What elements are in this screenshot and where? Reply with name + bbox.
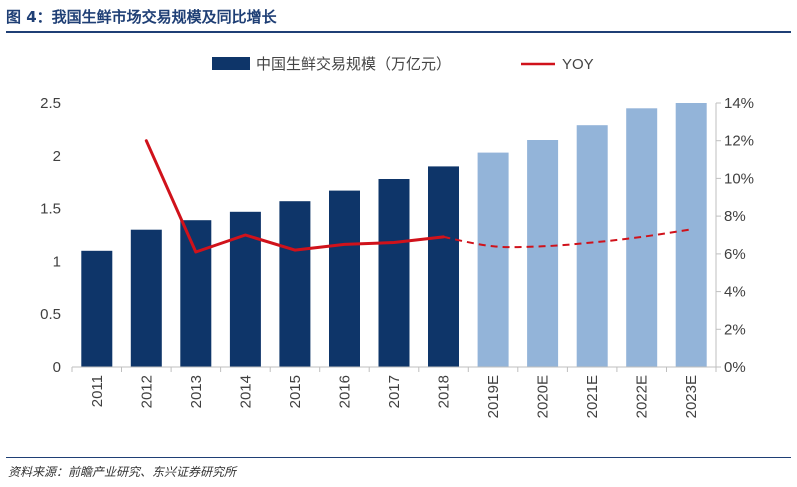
x-tick-label-2017: 2017 (386, 375, 403, 408)
bar-2022E (626, 108, 658, 368)
x-tick-label-2021E: 2021E (584, 375, 601, 418)
legend-line-label: YOY (562, 56, 594, 73)
bar-2015 (279, 201, 311, 367)
y-left-tick-label: 1.5 (40, 201, 61, 218)
bar-2011 (81, 250, 113, 367)
yoy-series (144, 139, 692, 254)
bar-2021E (576, 125, 608, 367)
y-left-tick-label: 1 (53, 253, 61, 270)
source-rule (6, 457, 791, 458)
x-tick-label-2022E: 2022E (634, 375, 651, 418)
bar-series (81, 103, 707, 368)
axes: 2011 2012 2013 2014 2015 2016 2017 2018 2019E 202… (40, 95, 754, 418)
y-left-tick-label: 2.5 (40, 95, 61, 112)
bar-2012 (130, 229, 162, 367)
x-tick-label-2014: 2014 (237, 375, 254, 408)
bar-2017 (378, 179, 410, 367)
y-right-tick-label: 8% (724, 208, 746, 225)
y-right-tick-label: 0% (724, 359, 746, 376)
legend: 中国生鲜交易规模（万亿元） YOY (212, 55, 594, 73)
legend-bar-swatch (212, 57, 250, 70)
y-left-tick-label: 0 (53, 359, 61, 376)
x-tick-label-2011: 2011 (89, 375, 106, 407)
yoy-line-forecast (443, 228, 692, 249)
x-tick-label-2012: 2012 (138, 375, 155, 408)
yoy-line-actual (144, 139, 445, 254)
bar-2023E (675, 103, 707, 367)
source-note: 资料来源：前瞻产业研究、东兴证券研究所 (8, 465, 237, 479)
y-right-tick-label: 10% (724, 170, 754, 187)
x-tick-label-2023E: 2023E (683, 375, 700, 418)
bar-2013 (180, 220, 212, 367)
legend-bar-label: 中国生鲜交易规模（万亿元） (256, 55, 451, 73)
bar-2020E (527, 140, 559, 367)
title-rule (6, 31, 791, 33)
bar-2019E (477, 152, 509, 367)
x-tick-label-2015: 2015 (287, 375, 304, 408)
y-right-tick-label: 4% (724, 284, 746, 301)
x-tick-label-2016: 2016 (337, 375, 354, 408)
y-left-tick-label: 0.5 (40, 306, 61, 323)
y-right-tick-label: 6% (724, 246, 746, 263)
figure-title: 图 4：我国生鲜市场交易规模及同比增长 (6, 8, 277, 26)
x-tick-label-2019E: 2019E (485, 375, 502, 418)
x-tick-label-2013: 2013 (188, 375, 205, 408)
x-tick-label-2020E: 2020E (535, 375, 552, 418)
bar-2018 (428, 166, 459, 367)
y-right-tick-label: 12% (724, 133, 754, 150)
bar-2016 (329, 190, 360, 367)
y-left-tick-label: 2 (53, 148, 61, 165)
x-tick-label-2018: 2018 (436, 375, 453, 408)
y-right-tick-label: 14% (724, 95, 754, 112)
y-right-tick-label: 2% (724, 321, 746, 338)
